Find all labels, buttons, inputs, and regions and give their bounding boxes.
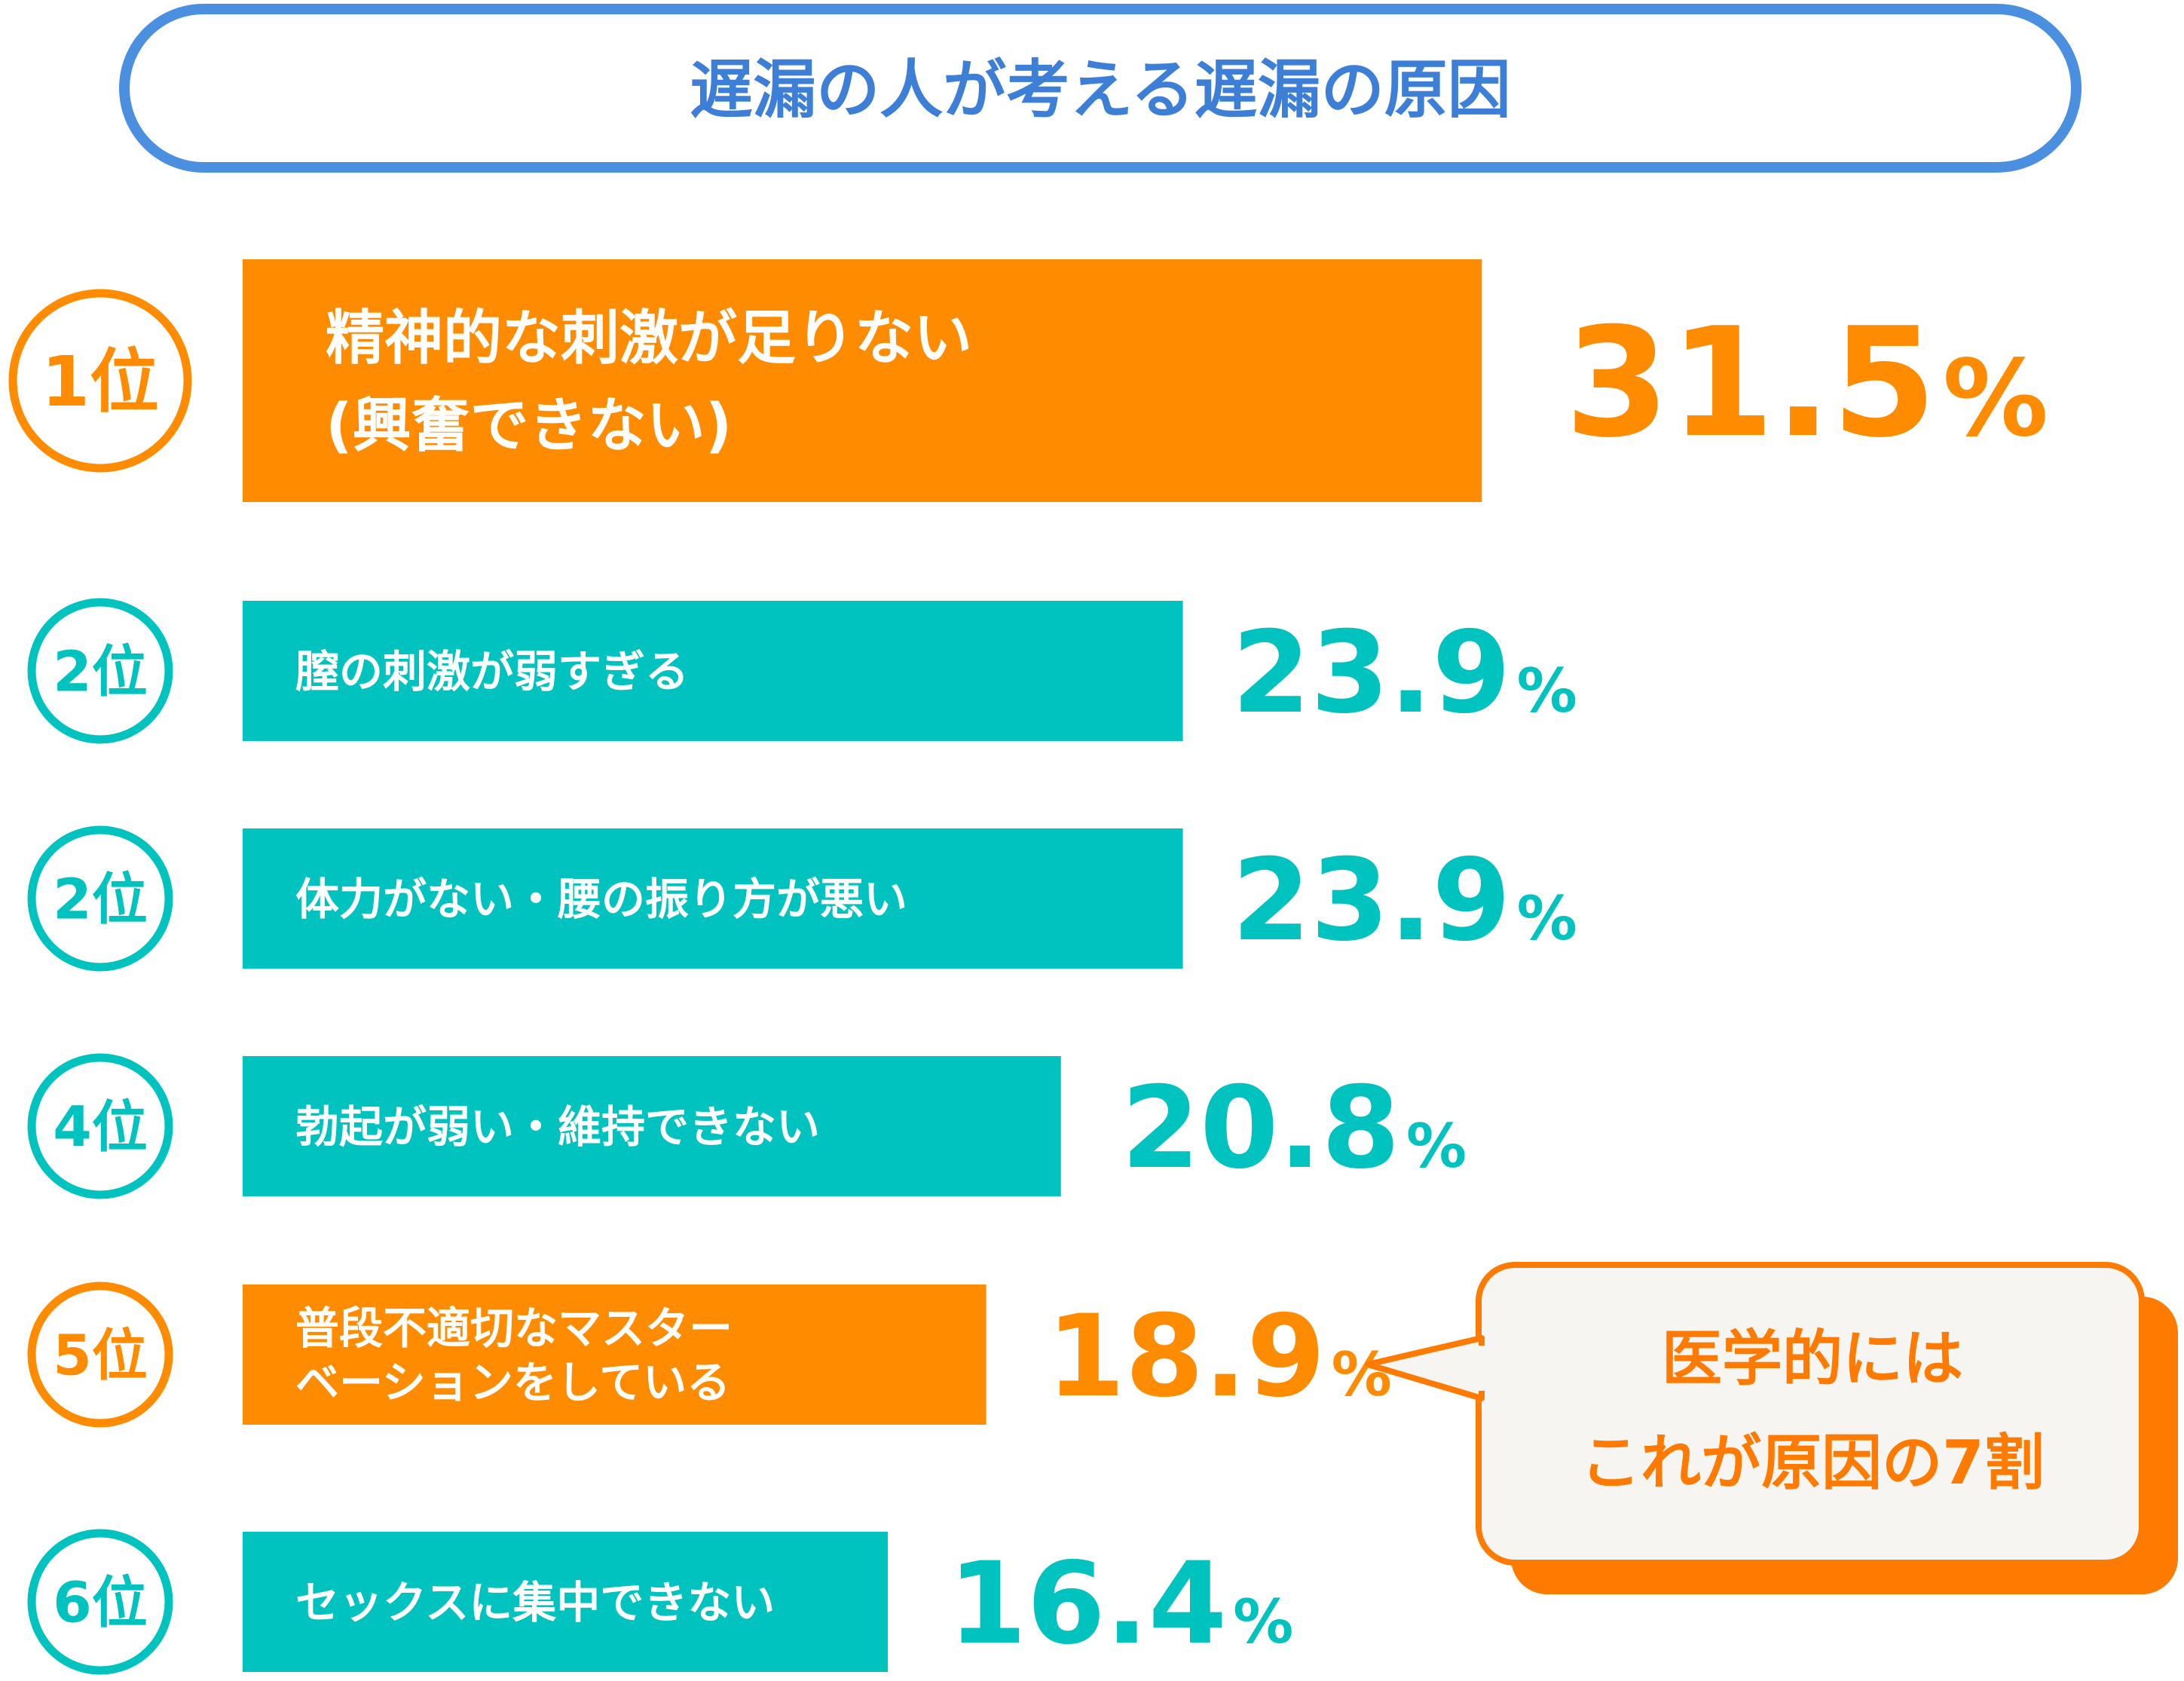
rank-circle (8, 289, 192, 473)
rank-label: 6位 (53, 1571, 148, 1636)
rank-circle (27, 598, 173, 744)
value-unit: % (1943, 338, 2048, 461)
value-unit: % (1517, 656, 1577, 726)
rank-circle (27, 1281, 173, 1428)
value-unit: % (1233, 1587, 1293, 1657)
title-frame (119, 4, 2082, 173)
callout-pointer-joint (1479, 1346, 1488, 1391)
callout-line-2: これが原因の7割 (1580, 1428, 2045, 1498)
bar-label: 精神的な刺激が足りない (326, 305, 972, 372)
chart-title: 遅漏の人が考える遅漏の原因 (690, 53, 1510, 127)
value-unit: % (1406, 1111, 1467, 1181)
bar-label: 体力がない・腰の振り方が悪い (295, 874, 907, 925)
bar-label: 膣の刺激が弱すぎる (295, 646, 689, 697)
rank-circle (27, 1529, 173, 1675)
value-label: 16.4 (948, 1539, 1227, 1670)
value-label: 23.9 (1232, 835, 1511, 966)
rank-label: 2位 (53, 868, 148, 932)
value-label: 23.9 (1232, 608, 1511, 739)
callout-line-1: 医学的には (1662, 1324, 1963, 1394)
bar-rows: 1位 精神的な刺激が足りない (興奮できない) 31.5 % 2位 膣の刺激が弱すぎる 23.… (8, 259, 2048, 1675)
value-unit: % (1517, 883, 1577, 954)
rank-label: 1位 (41, 341, 159, 422)
value-unit: % (1332, 1340, 1392, 1410)
bar-label: 普段不適切なマスター (295, 1303, 733, 1354)
value-label: 31.5 (1565, 295, 1936, 471)
rank-circle (27, 825, 173, 972)
bar (243, 1284, 986, 1425)
bar (243, 259, 1482, 502)
bar-label: ベーションをしている (295, 1357, 730, 1408)
rank-label: 4位 (53, 1095, 148, 1160)
value-label: 20.8 (1121, 1063, 1400, 1194)
bar-label: セックスに集中できない (295, 1577, 775, 1628)
rank-label: 2位 (53, 640, 148, 705)
bar (243, 1532, 889, 1672)
bar (243, 601, 1183, 741)
value-label: 18.9 (1047, 1291, 1326, 1422)
callout: 医学的には これが原因の7割 (1365, 1262, 2178, 1594)
rank-circle (27, 1053, 173, 1199)
bar-label: (興奮できない) (326, 392, 732, 460)
bar (243, 828, 1183, 969)
callout-box (1476, 1262, 2145, 1566)
bar (243, 1056, 1061, 1196)
bar-label: 勃起が弱い・維持できない (295, 1101, 820, 1153)
rank-label: 5位 (53, 1324, 148, 1389)
